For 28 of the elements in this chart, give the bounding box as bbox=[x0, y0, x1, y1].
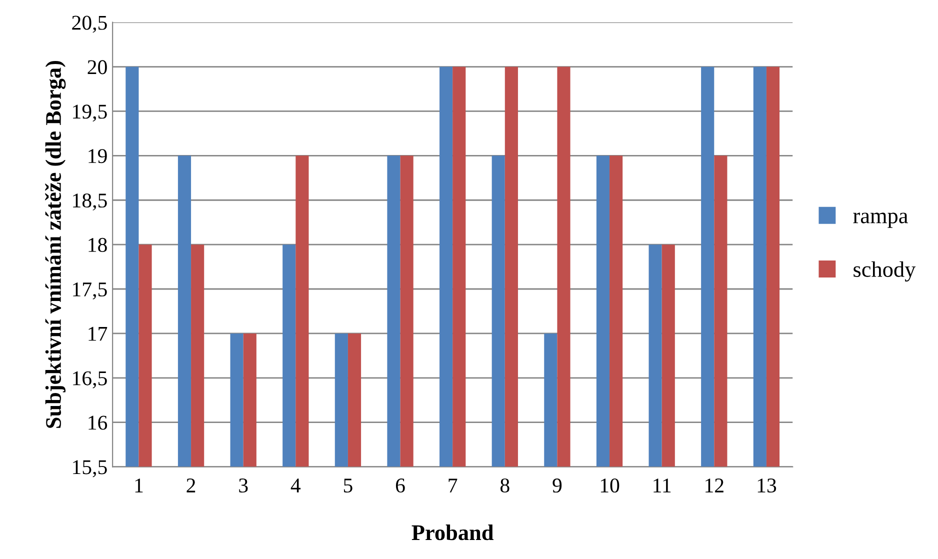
y-tick-label: 16,5 bbox=[73, 371, 107, 388]
x-tick-label: 9 bbox=[552, 478, 562, 493]
y-tick-label: 18,5 bbox=[73, 193, 107, 211]
y-tick-label: 19 bbox=[88, 149, 107, 164]
legend-label: rampa bbox=[853, 212, 908, 228]
x-tick-label: 1 bbox=[135, 478, 143, 492]
x-tick-label: 12 bbox=[706, 478, 724, 492]
x-axis-title: Proband bbox=[412, 524, 494, 540]
y-axis-title: Subjektivní vnímání zátěže (dle Borga) bbox=[45, 60, 66, 428]
x-tick-label: 6 bbox=[396, 478, 405, 493]
x-tick-label: 8 bbox=[500, 478, 510, 493]
x-tick-label: 13 bbox=[758, 478, 776, 493]
y-tick-label: 20 bbox=[88, 60, 107, 74]
y-tick-label: 20,5 bbox=[72, 16, 107, 33]
x-tick-label: 11 bbox=[654, 478, 671, 492]
y-tick-label: 16 bbox=[88, 416, 108, 430]
legend-label: schody bbox=[854, 261, 916, 282]
x-tick-label: 4 bbox=[290, 478, 301, 492]
y-tick-label: 17,5 bbox=[73, 282, 107, 300]
x-tick-label: 3 bbox=[239, 478, 248, 493]
x-tick-label: 2 bbox=[186, 478, 196, 492]
x-tick-label: 7 bbox=[448, 478, 458, 492]
x-tick-label: 5 bbox=[344, 478, 352, 493]
x-tick-label: 10 bbox=[600, 478, 620, 493]
y-tick-label: 19,5 bbox=[73, 104, 107, 122]
y-tick-label: 18 bbox=[88, 238, 107, 252]
y-tick-label: 17 bbox=[88, 326, 108, 341]
y-tick-label: 15,5 bbox=[73, 460, 107, 478]
